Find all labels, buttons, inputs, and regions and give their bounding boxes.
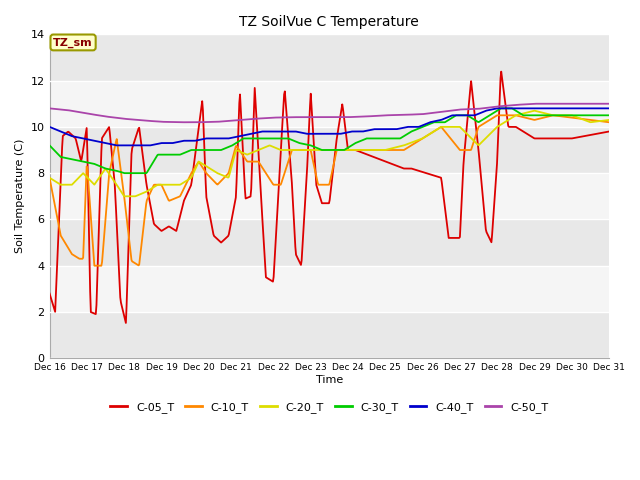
C-20_T xyxy=(80,171,88,177)
Line: C-50_T: C-50_T xyxy=(49,104,609,122)
C-10_T xyxy=(529,117,536,122)
Line: C-40_T: C-40_T xyxy=(49,108,609,145)
C-40_T xyxy=(529,106,536,111)
C-40_T xyxy=(45,124,53,130)
C-30_T xyxy=(529,112,536,118)
C-30_T xyxy=(403,132,410,137)
C-40_T xyxy=(113,143,120,148)
C-05_T xyxy=(403,166,410,171)
C-50_T xyxy=(80,110,88,116)
C-40_T xyxy=(80,136,88,142)
C-50_T xyxy=(531,101,539,107)
C-05_T xyxy=(122,320,130,326)
Line: C-30_T: C-30_T xyxy=(49,108,609,173)
C-20_T xyxy=(403,142,410,147)
C-50_T xyxy=(471,106,479,112)
C-10_T xyxy=(494,112,502,118)
Bar xyxy=(49,35,609,81)
Bar xyxy=(49,127,609,173)
C-05_T xyxy=(80,143,88,148)
Bar xyxy=(49,219,609,266)
C-40_T xyxy=(494,106,502,111)
C-10_T xyxy=(403,145,410,151)
C-50_T xyxy=(403,112,410,118)
C-30_T xyxy=(371,135,379,141)
C-05_T xyxy=(386,160,394,166)
C-50_T xyxy=(371,113,379,119)
Bar xyxy=(49,173,609,219)
C-20_T xyxy=(471,139,479,144)
Bar xyxy=(49,81,609,127)
C-10_T xyxy=(605,120,613,125)
C-05_T xyxy=(45,290,53,296)
C-05_T xyxy=(371,155,379,160)
C-10_T xyxy=(471,136,479,142)
C-10_T xyxy=(80,237,88,242)
C-20_T xyxy=(528,108,536,114)
C-20_T xyxy=(120,193,128,199)
C-05_T xyxy=(471,111,479,117)
C-30_T xyxy=(120,170,128,176)
C-10_T xyxy=(45,175,53,180)
C-40_T xyxy=(605,106,613,111)
C-05_T xyxy=(529,134,536,140)
Bar xyxy=(49,312,609,358)
Line: C-20_T: C-20_T xyxy=(49,111,609,196)
C-50_T xyxy=(605,101,613,107)
C-40_T xyxy=(471,112,479,118)
C-30_T xyxy=(386,135,394,141)
C-05_T xyxy=(497,69,505,74)
C-10_T xyxy=(386,147,394,153)
C-30_T xyxy=(471,117,479,123)
C-50_T xyxy=(177,120,184,125)
C-20_T xyxy=(531,108,538,114)
Bar xyxy=(49,266,609,312)
C-30_T xyxy=(497,106,505,111)
C-05_T xyxy=(605,129,613,134)
C-20_T xyxy=(371,147,379,153)
Y-axis label: Soil Temperature (C): Soil Temperature (C) xyxy=(15,139,25,253)
C-30_T xyxy=(45,143,53,148)
C-10_T xyxy=(90,263,98,269)
C-40_T xyxy=(386,126,394,132)
C-40_T xyxy=(403,124,410,130)
C-50_T xyxy=(386,112,394,118)
C-20_T xyxy=(605,117,613,123)
C-20_T xyxy=(45,175,53,180)
C-30_T xyxy=(605,112,613,118)
C-10_T xyxy=(371,147,379,153)
Line: C-05_T: C-05_T xyxy=(49,72,609,323)
C-20_T xyxy=(386,146,394,152)
C-30_T xyxy=(80,159,88,165)
C-50_T xyxy=(45,106,53,111)
Text: TZ_sm: TZ_sm xyxy=(53,37,93,48)
X-axis label: Time: Time xyxy=(316,375,343,385)
Line: C-10_T: C-10_T xyxy=(49,115,609,266)
Legend: C-05_T, C-10_T, C-20_T, C-30_T, C-40_T, C-50_T: C-05_T, C-10_T, C-20_T, C-30_T, C-40_T, … xyxy=(106,397,553,418)
C-40_T xyxy=(371,126,379,132)
C-50_T xyxy=(528,101,536,107)
Title: TZ SoilVue C Temperature: TZ SoilVue C Temperature xyxy=(239,15,419,29)
